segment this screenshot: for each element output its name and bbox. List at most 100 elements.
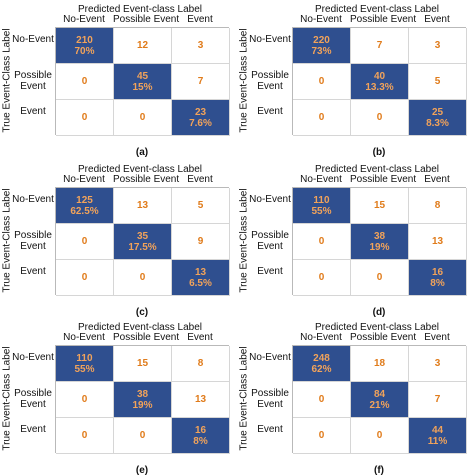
row-label: Event — [257, 106, 283, 117]
matrix-cell: 44 11% — [409, 418, 467, 454]
matrix-cell: 248 62% — [293, 346, 351, 382]
row-label: Possible Event — [14, 230, 52, 252]
cell-count: 0 — [318, 236, 325, 247]
column-header: Possible Event — [350, 332, 417, 343]
confusion-matrix-panel: Predicted Event-class Label True Event-Cl… — [0, 160, 237, 318]
cell-count: 3 — [434, 358, 441, 369]
matrix-cell: 45 15% — [114, 64, 172, 100]
cell-count: 210 — [76, 34, 93, 46]
column-header: No-Event — [300, 14, 342, 25]
matrix-cell: 3 — [409, 346, 467, 382]
matrix-cell: 12 — [114, 28, 172, 64]
cell-count: 3 — [434, 40, 441, 51]
matrix-cell: 25 8.3% — [409, 100, 467, 136]
matrix-cell: 13 — [172, 382, 230, 418]
row-label: Event — [257, 266, 283, 277]
cell-percent: 15% — [132, 81, 153, 93]
matrix-cell: 220 73% — [293, 28, 351, 64]
matrix-cell: 0 — [351, 418, 409, 454]
cell-count: 0 — [376, 272, 383, 283]
cell-count: 0 — [81, 272, 88, 283]
cell-count: 0 — [318, 430, 325, 441]
confusion-matrix-panel: Predicted Event-class Label True Event-Cl… — [237, 318, 474, 476]
matrix-cell: 40 13.3% — [351, 64, 409, 100]
matrix-cell: 3 — [409, 28, 467, 64]
column-header: No-Event — [300, 174, 342, 185]
cell-count: 9 — [197, 236, 204, 247]
matrix-cell: 16 8% — [409, 260, 467, 296]
column-header: Event — [187, 332, 213, 343]
matrix-cell: 0 — [293, 418, 351, 454]
matrix-grid: 125 62.5% 13 5 0 35 17.5% 9 0 0 13 6.5% — [55, 187, 230, 296]
matrix-cell: 0 — [293, 260, 351, 296]
cell-count: 0 — [318, 112, 325, 123]
column-header: Event — [187, 14, 213, 25]
column-header: No-Event — [63, 332, 105, 343]
matrix-cell: 13 6.5% — [172, 260, 230, 296]
matrix-cell: 15 — [351, 188, 409, 224]
column-header: Event — [424, 14, 450, 25]
cell-count: 110 — [76, 352, 93, 364]
cell-count: 5 — [197, 200, 204, 211]
confusion-matrix-panel: Predicted Event-class Label True Event-Cl… — [237, 0, 474, 158]
row-label: Possible Event — [251, 388, 289, 410]
matrix-cell: 18 — [351, 346, 409, 382]
cell-percent: 17.5% — [128, 241, 157, 253]
cell-count: 0 — [376, 112, 383, 123]
column-header: Event — [187, 174, 213, 185]
cell-count: 15 — [136, 358, 149, 369]
cell-count: 0 — [81, 112, 88, 123]
cell-count: 44 — [431, 424, 444, 436]
matrix-cell: 0 — [293, 100, 351, 136]
column-header: Possible Event — [350, 14, 417, 25]
matrix-cell: 38 19% — [114, 382, 172, 418]
cell-count: 7 — [376, 40, 383, 51]
column-header: No-Event — [63, 14, 105, 25]
cell-percent: 6.5% — [189, 277, 212, 289]
matrix-cell: 0 — [351, 100, 409, 136]
cell-count: 110 — [313, 194, 330, 206]
cell-count: 13 — [136, 200, 149, 211]
matrix-cell: 5 — [172, 188, 230, 224]
column-header: Possible Event — [113, 14, 180, 25]
row-label: No-Event — [12, 352, 54, 363]
matrix-cell: 8 — [409, 188, 467, 224]
matrix-cell: 7 — [409, 382, 467, 418]
row-label: No-Event — [249, 34, 291, 45]
panel-title: Predicted Event-class Label — [315, 4, 439, 15]
cell-count: 0 — [318, 394, 325, 405]
cell-percent: 8.3% — [426, 117, 449, 129]
column-header: Possible Event — [350, 174, 417, 185]
column-header: Event — [424, 332, 450, 343]
cell-percent: 8% — [430, 277, 445, 289]
row-label: Event — [257, 424, 283, 435]
matrix-cell: 7 — [351, 28, 409, 64]
row-label: No-Event — [12, 194, 54, 205]
matrix-cell: 3 — [172, 28, 230, 64]
cell-count: 0 — [81, 394, 88, 405]
cell-count: 7 — [434, 394, 441, 405]
cell-count: 7 — [197, 76, 204, 87]
cell-count: 40 — [373, 70, 386, 82]
confusion-matrix-panel: Predicted Event-class Label True Event-Cl… — [0, 0, 237, 158]
matrix-cell: 0 — [114, 100, 172, 136]
matrix-cell: 0 — [114, 418, 172, 454]
cell-count: 0 — [81, 76, 88, 87]
y-axis-label: True Event-Class Label — [1, 346, 13, 451]
cell-percent: 70% — [74, 45, 95, 57]
cell-count: 38 — [136, 388, 149, 400]
subfigure-label: (f) — [374, 465, 384, 476]
matrix-cell: 7 — [172, 64, 230, 100]
cell-count: 8 — [434, 200, 441, 211]
row-label: No-Event — [249, 352, 291, 363]
matrix-cell: 125 62.5% — [56, 188, 114, 224]
row-label: Possible Event — [14, 70, 52, 92]
matrix-cell: 0 — [56, 224, 114, 260]
cell-count: 35 — [136, 230, 149, 242]
matrix-cell: 0 — [293, 64, 351, 100]
cell-percent: 19% — [132, 399, 153, 411]
y-axis-label: True Event-Class Label — [238, 188, 250, 293]
subfigure-label: (a) — [135, 147, 149, 158]
cell-count: 15 — [373, 200, 386, 211]
cell-percent: 55% — [74, 363, 95, 375]
